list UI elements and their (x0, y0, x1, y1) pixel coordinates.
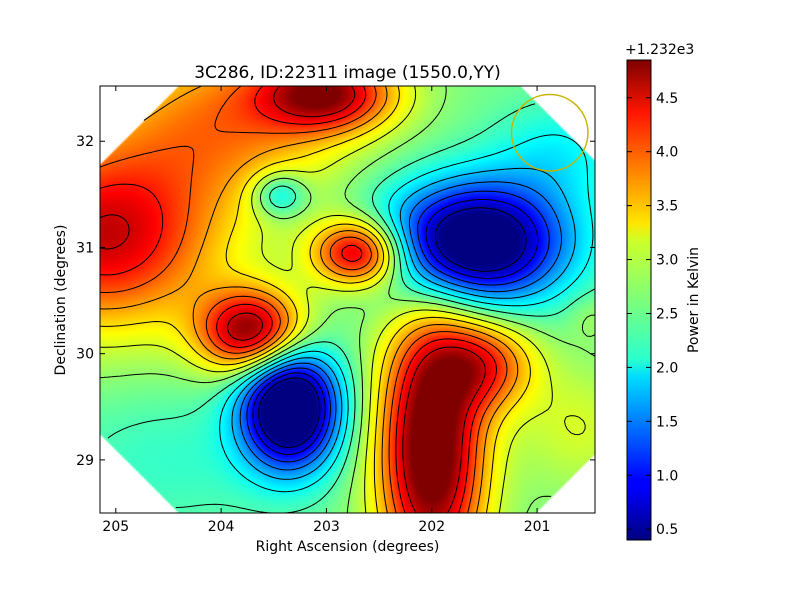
plot-area (100, 86, 595, 513)
x-axis: 205 204 203 202 201 (102, 86, 550, 535)
colorbar-ticks: 0.5 1.0 1.5 2.0 2.5 3.0 3.5 4.0 4.5 (627, 91, 678, 538)
contour-level-2 (246, 190, 550, 463)
contour-level-5 (219, 134, 594, 493)
colorbar-tick-label: 2.5 (656, 306, 678, 322)
contour-level-12 (100, 86, 497, 513)
x-tick-label: 201 (524, 519, 551, 535)
plot-frame (99, 85, 596, 514)
y-tick-label: 29 (76, 453, 94, 469)
colorbar-label: Power in Kelvin (686, 247, 702, 353)
contour-level-13 (100, 86, 486, 513)
contour-level-6 (107, 103, 595, 513)
colorbar-frame (626, 59, 652, 541)
y-tick-label: 32 (76, 134, 94, 150)
colorbar-tick-label: 3.5 (656, 199, 678, 215)
colorbar-tick-label: 1.0 (656, 468, 678, 484)
beam-circle (510, 93, 589, 172)
heatmap-image (100, 86, 595, 513)
x-tick-label: 205 (102, 519, 129, 535)
x-tick-label: 204 (208, 519, 235, 535)
contour-level-8 (100, 86, 586, 513)
chart-title: 3C286, ID:22311 image (1550.0,YY) (194, 63, 501, 83)
x-axis-label: Right Ascension (degrees) (256, 539, 440, 555)
colorbar-tick-label: 0.5 (656, 522, 678, 538)
contour-level-11 (100, 86, 508, 513)
contour-level-9 (100, 86, 531, 513)
colorbar-offset-label: +1.232e3 (625, 42, 694, 58)
y-tick-label: 31 (76, 240, 94, 256)
colorbar-tick-label: 4.0 (656, 145, 678, 161)
colorbar-gradient (627, 60, 651, 540)
contour-lines (100, 86, 595, 513)
colorbar: 0.5 1.0 1.5 2.0 2.5 3.0 3.5 4.0 4.5 +1.232e3 Pow… (625, 42, 702, 541)
colorbar-tick-label: 1.5 (656, 414, 678, 430)
contour-level-0 (258, 207, 527, 448)
contour-level-3 (239, 181, 562, 471)
x-tick-label: 203 (313, 519, 340, 535)
contour-level-4 (231, 167, 576, 480)
colorbar-tick-label: 4.5 (656, 91, 678, 107)
contour-level-10 (100, 86, 519, 513)
y-axis-label: Declination (degrees) (53, 225, 69, 376)
contour-level-7 (100, 86, 595, 513)
y-axis: 29 30 31 32 (76, 134, 595, 469)
colorbar-tick-label: 3.0 (656, 253, 678, 269)
contour-level-1 (252, 199, 539, 456)
y-tick-label: 30 (76, 347, 94, 363)
colorbar-tick-label: 2.0 (656, 360, 678, 376)
x-tick-label: 202 (418, 519, 445, 535)
